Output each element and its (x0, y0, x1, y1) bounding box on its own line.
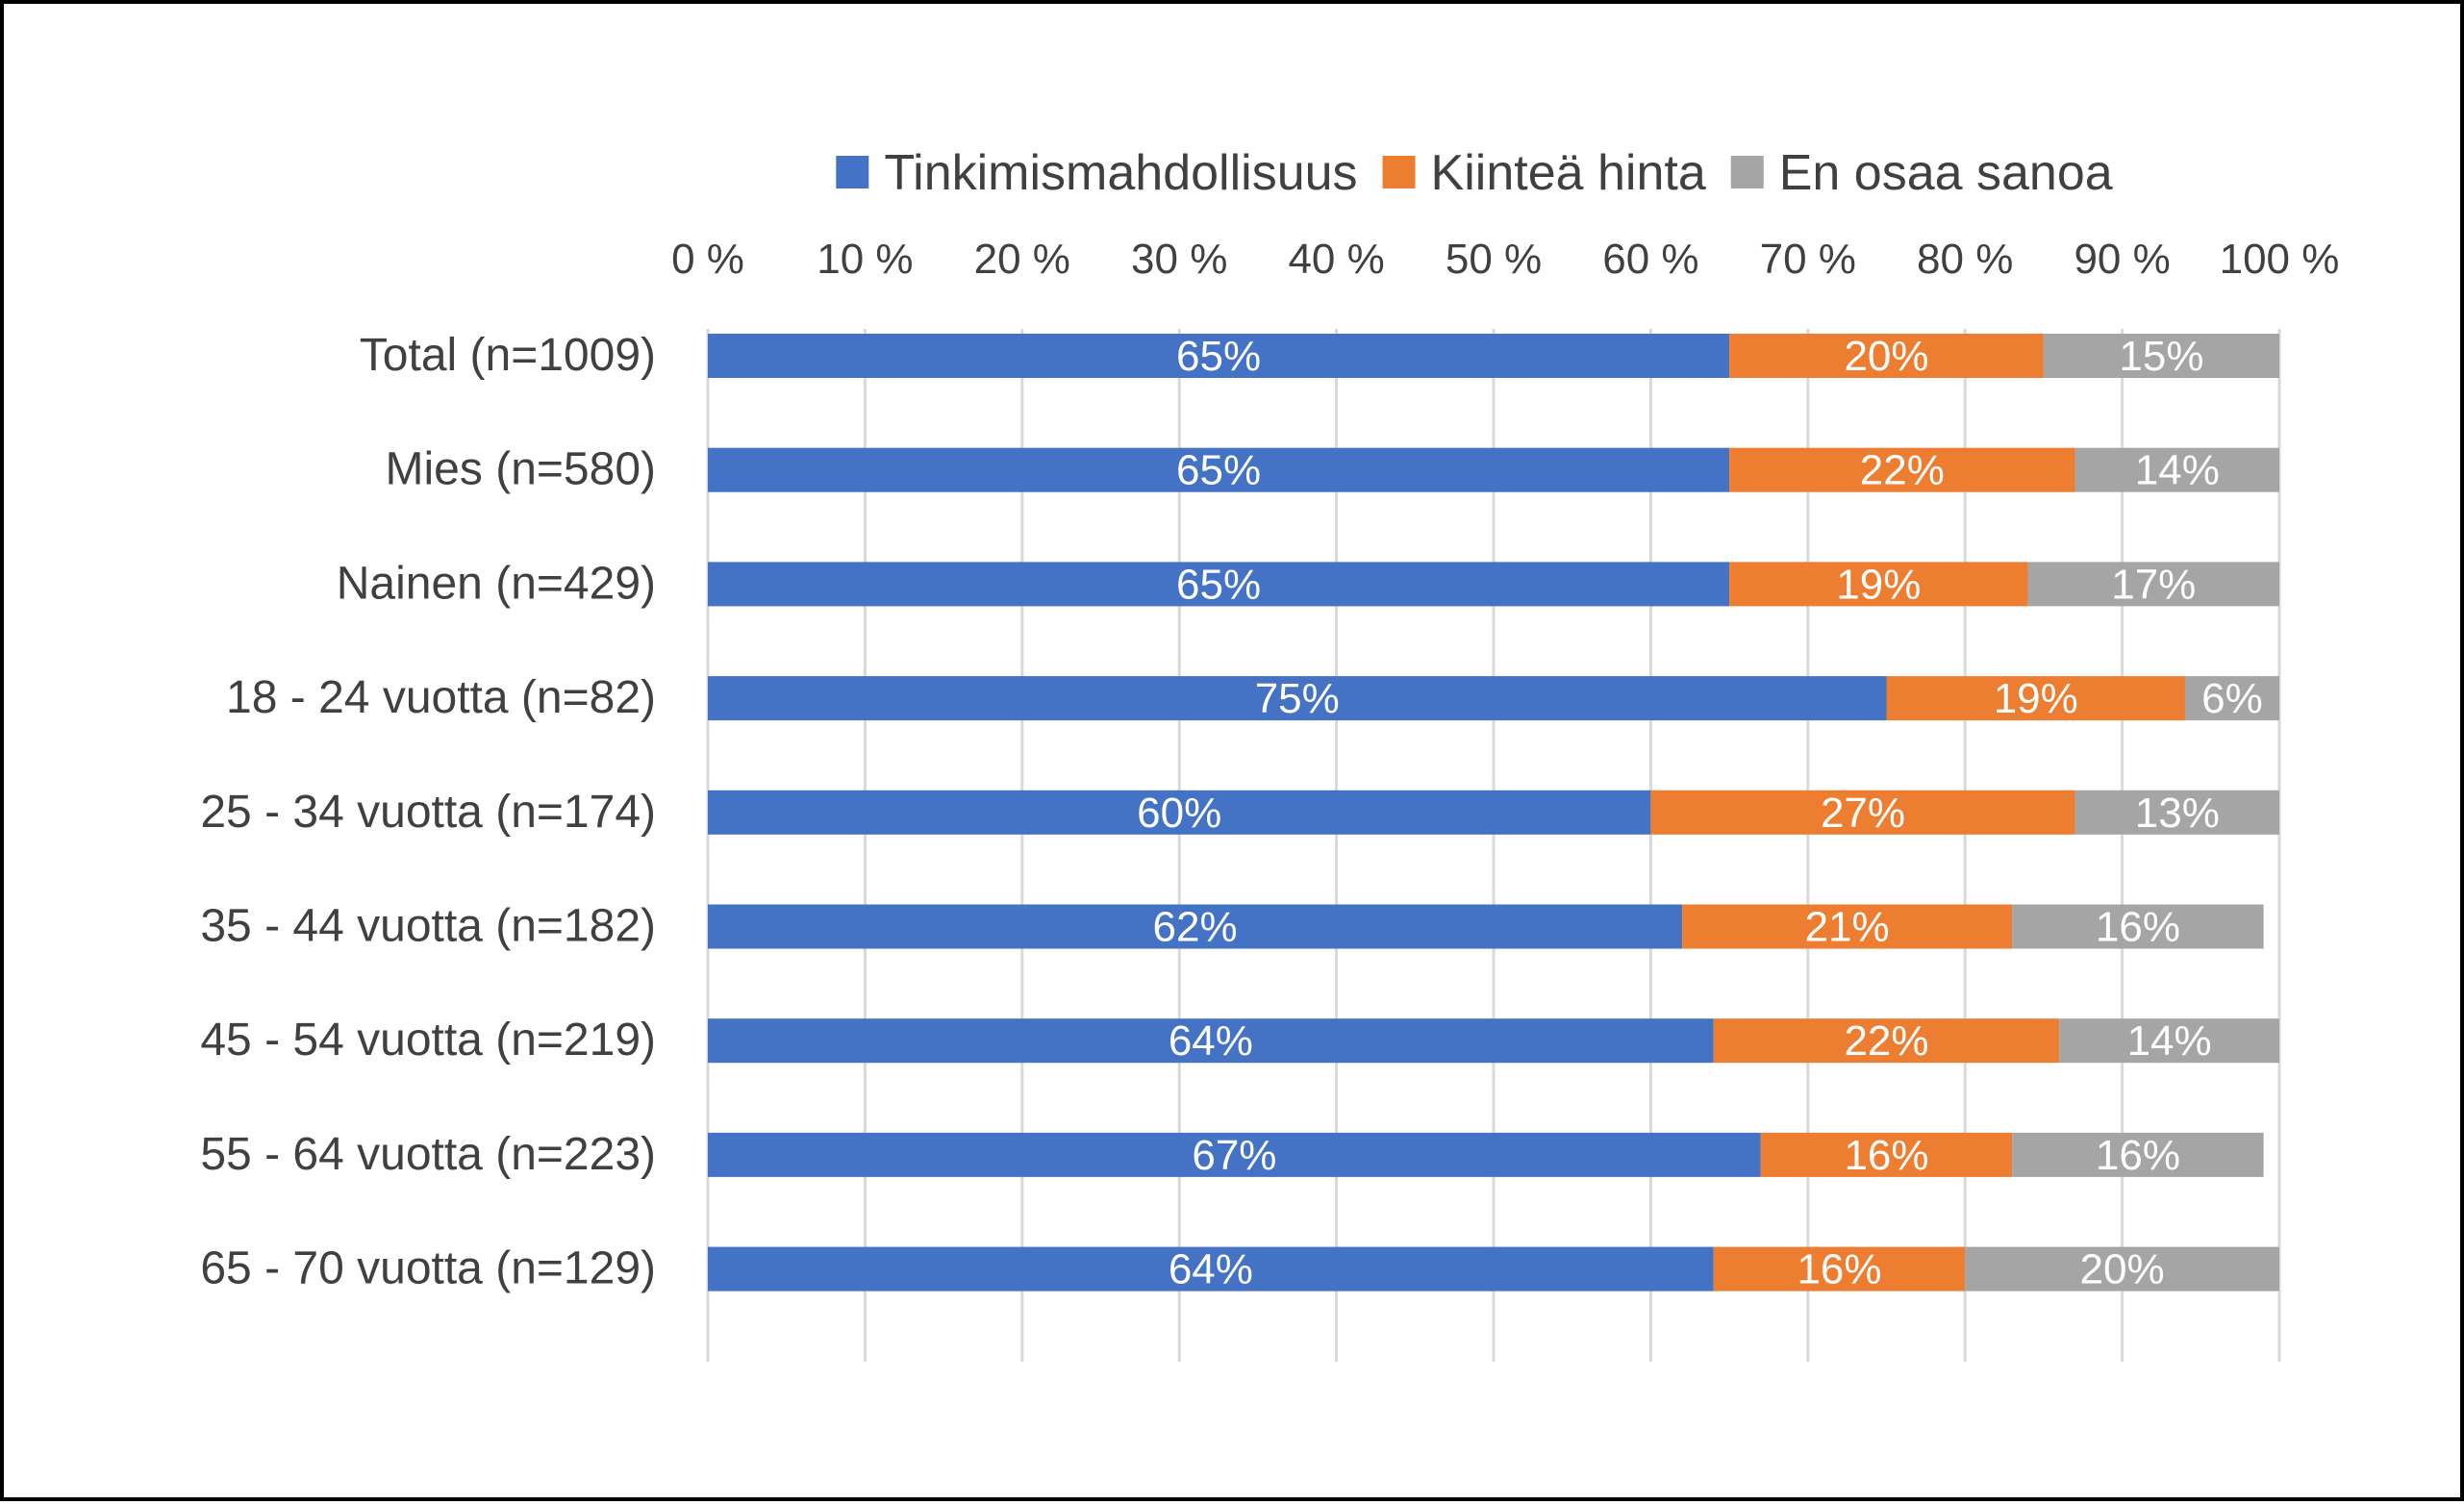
data-label: 65% (1176, 333, 1261, 380)
legend-label: Kiinteä hinta (1431, 145, 1706, 201)
data-label: 14% (2127, 1017, 2212, 1065)
category-label: Total (n=1009) (360, 330, 656, 381)
category-label: 35 - 44 vuotta (n=182) (200, 901, 656, 952)
data-label: 19% (1836, 561, 1921, 608)
category-label: 25 - 34 vuotta (n=174) (200, 787, 656, 838)
data-label: 14% (2135, 447, 2220, 494)
stacked-bar-chart: 65% 20% 15% 65% 22% 14% 65% 19% 17% 75% 19% 6% 60% 27… (200, 145, 2339, 1362)
bar-en-osaa-sanoa (2027, 562, 2279, 607)
bar-tinkimismahdollisuus (708, 334, 1730, 378)
data-label: 64% (1169, 1017, 1253, 1065)
data-label: 60% (1137, 790, 1221, 837)
x-tick-label: 100 % (2220, 236, 2340, 283)
bar-en-osaa-sanoa (1965, 1246, 2279, 1292)
bar-en-osaa-sanoa (2184, 676, 2279, 721)
legend-swatch (836, 156, 869, 188)
x-tick-label: 50 % (1446, 236, 1542, 283)
data-label: 21% (1805, 904, 1890, 951)
data-label: 16% (1797, 1246, 1881, 1293)
legend-label: Tinkimismahdollisuus (884, 145, 1357, 201)
x-tick-label: 90 % (2074, 236, 2170, 283)
legend: Tinkimismahdollisuus Kiinteä hinta En osaa… (836, 145, 2113, 201)
category-label: 45 - 54 vuotta (n=219) (200, 1015, 656, 1066)
bar-en-osaa-sanoa (2059, 1018, 2279, 1064)
x-tick-label: 60 % (1602, 236, 1698, 283)
data-label: 16% (1844, 1132, 1928, 1179)
bar-tinkimismahdollisuus (708, 904, 1683, 949)
bar-kiinte-hinta (1729, 562, 2028, 607)
legend-swatch (1382, 156, 1416, 188)
x-axis-ticks: 0 % 10 % 20 % 30 % 40 % 50 % 60 % 70 % 80 % 90 % 1… (671, 236, 2339, 283)
bar-kiinte-hinta (1760, 1132, 2013, 1177)
x-tick-label: 0 % (671, 236, 744, 283)
bar-tinkimismahdollisuus (708, 676, 1887, 721)
bar-kiinte-hinta (1729, 334, 2044, 378)
legend-item-en-osaa-sanoa: En osaa sanoa (1730, 145, 2113, 201)
bar-tinkimismahdollisuus (708, 790, 1651, 835)
x-tick-label: 80 % (1917, 236, 2013, 283)
gridlines (706, 329, 2281, 1362)
bar-tinkimismahdollisuus (708, 447, 1730, 492)
data-label: 22% (1860, 447, 1945, 494)
data-label: 19% (1994, 675, 2078, 722)
bar-kiinte-hinta (1713, 1246, 1966, 1292)
bar-en-osaa-sanoa (2012, 1132, 2264, 1177)
bar-en-osaa-sanoa (2043, 334, 2279, 378)
bar-en-osaa-sanoa (2074, 447, 2279, 492)
data-label: 67% (1192, 1132, 1276, 1179)
bar-tinkimismahdollisuus (708, 1246, 1714, 1292)
x-tick-label: 30 % (1131, 236, 1227, 283)
data-label: 64% (1169, 1246, 1253, 1293)
x-tick-label: 10 % (817, 236, 913, 283)
bar-en-osaa-sanoa (2012, 904, 2264, 949)
data-label: 17% (2111, 561, 2196, 608)
data-label: 62% (1153, 904, 1238, 951)
category-label: Mies (n=580) (386, 444, 656, 495)
data-label: 20% (1844, 333, 1928, 380)
x-tick-label: 40 % (1288, 236, 1384, 283)
category-labels: Total (n=1009) Mies (n=580) Nainen (n=429)… (200, 330, 656, 1294)
data-label: 20% (2080, 1246, 2165, 1293)
data-label: 65% (1176, 561, 1261, 608)
category-label: 65 - 70 vuotta (n=129) (200, 1243, 656, 1294)
bar-kiinte-hinta (1650, 790, 2075, 835)
bar-kiinte-hinta (1713, 1018, 2060, 1064)
legend-item-kiinte-hinta: Kiinteä hinta (1382, 145, 1706, 201)
data-label: 65% (1176, 447, 1261, 494)
category-label: 18 - 24 vuotta (n=82) (226, 672, 656, 723)
bar-tinkimismahdollisuus (708, 1132, 1761, 1177)
bar-en-osaa-sanoa (2074, 790, 2279, 835)
category-label: Nainen (n=429) (337, 558, 656, 609)
x-tick-label: 70 % (1760, 236, 1856, 283)
legend-swatch (1730, 156, 1764, 188)
data-label: 13% (2135, 790, 2220, 837)
bar-tinkimismahdollisuus (708, 562, 1730, 607)
category-label: 55 - 64 vuotta (n=223) (200, 1129, 656, 1180)
x-tick-label: 20 % (974, 236, 1070, 283)
data-label: 6% (2201, 675, 2263, 722)
data-label: 27% (1821, 790, 1905, 837)
data-label: 16% (2096, 1132, 2180, 1179)
bars: 65% 20% 15% 65% 22% 14% 65% 19% 17% 75% 19% 6% 60% 27… (708, 333, 2279, 1293)
bar-kiinte-hinta (1682, 904, 2013, 949)
data-label: 15% (2119, 333, 2203, 380)
data-label: 22% (1844, 1017, 1928, 1065)
data-label: 16% (2096, 904, 2180, 951)
bar-kiinte-hinta (1729, 447, 2075, 492)
legend-label: En osaa sanoa (1779, 145, 2113, 201)
bar-kiinte-hinta (1886, 676, 2185, 721)
legend-item-tinkimismahdollisuus: Tinkimismahdollisuus (836, 145, 1358, 201)
data-label: 75% (1255, 675, 1340, 722)
bar-tinkimismahdollisuus (708, 1018, 1714, 1064)
